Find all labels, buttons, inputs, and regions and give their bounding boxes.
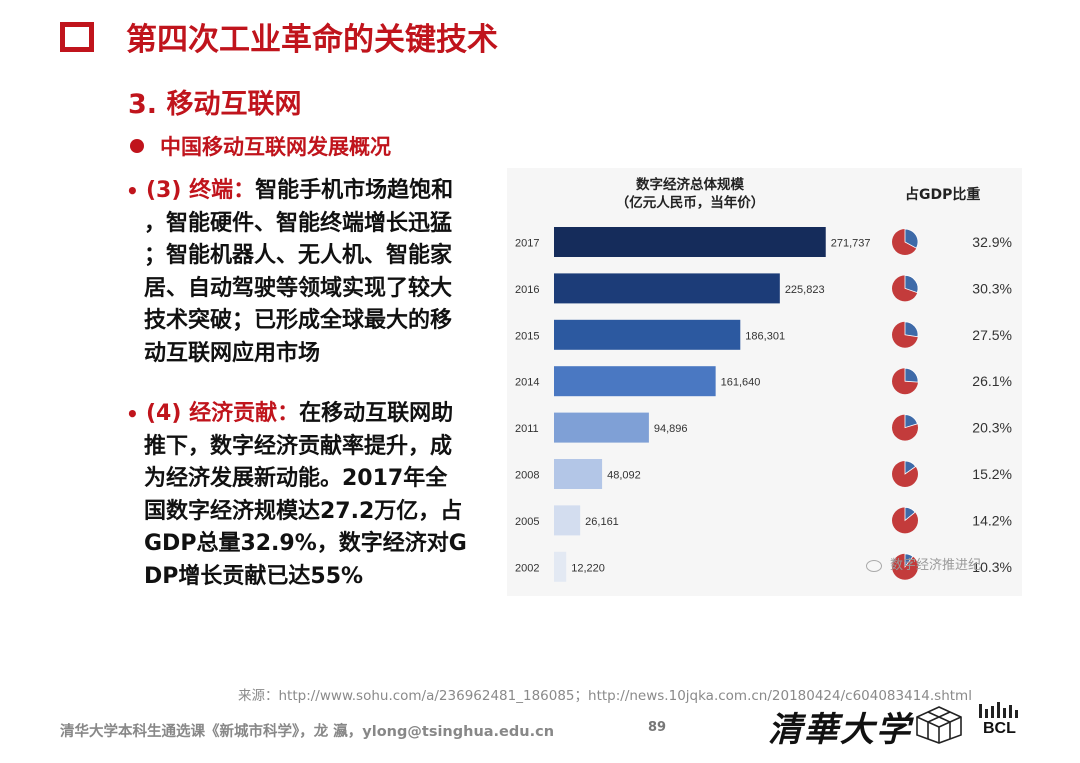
point-marker: • bbox=[126, 179, 139, 203]
gdp-pie-slice bbox=[904, 228, 919, 249]
point-line: (4) 经济贡献：在移动互联网助 bbox=[126, 398, 501, 431]
page-title: 第四次工业革命的关键技术 bbox=[126, 22, 498, 58]
digital-economy-chart: 2017 271,737 32.9% 2016 225,823 30.3% 2015 186,… bbox=[515, 227, 1012, 582]
point-line: DP增长贡献已达55% bbox=[144, 563, 364, 589]
section-subtitle: 3. 移动互联网 bbox=[128, 89, 302, 120]
gdp-share-label: 32.9% bbox=[972, 234, 1012, 250]
point-first-text: 智能手机市场趋饱和 bbox=[255, 178, 454, 203]
point-line: 国数字经济规模达27.2万亿，占 bbox=[144, 498, 463, 524]
point-line: 技术突破；已形成全球最大的移 bbox=[144, 308, 453, 333]
point-terminal: • (3) 终端：智能手机市场趋饱和 ，智能硬件、智能终端增长迅猛 ；智能机器人… bbox=[126, 175, 501, 370]
point-line: 居、自动驾驶等领域实现了较大 bbox=[144, 275, 453, 301]
point-first-text: 在移动互联网助 bbox=[299, 401, 454, 426]
point-line: 为经济发展新动能。2017年全 bbox=[144, 466, 448, 491]
point-label: (4) 经济贡献： bbox=[146, 401, 300, 426]
bar bbox=[554, 366, 716, 397]
gdp-share-label: 15.2% bbox=[972, 466, 1012, 482]
bar bbox=[554, 273, 780, 304]
gdp-share-label: 10.3% bbox=[972, 559, 1012, 575]
bar bbox=[554, 319, 741, 350]
year-label: 2016 bbox=[515, 284, 539, 296]
title-square-icon bbox=[60, 22, 94, 52]
watermark-text: 数字经济推进纪 bbox=[890, 558, 982, 573]
gdp-share-label: 14.2% bbox=[972, 512, 1012, 528]
point-line: 动互联网应用市场 bbox=[144, 340, 321, 366]
point-economy: • (4) 经济贡献：在移动互联网助 推下，数字经济贡献率提升，成 为经济发展新… bbox=[126, 398, 501, 593]
year-label: 2017 bbox=[515, 238, 539, 250]
point-label: (3) 终端： bbox=[146, 178, 256, 203]
year-label: 2015 bbox=[515, 330, 539, 342]
value-label: 186,301 bbox=[745, 330, 785, 342]
gdp-pie-slice bbox=[904, 553, 914, 568]
point-line: ；智能机器人、无人机、智能家 bbox=[144, 243, 453, 268]
point-line: ，智能硬件、智能终端增长迅猛 bbox=[144, 210, 453, 236]
value-label: 225,823 bbox=[785, 284, 825, 296]
year-label: 2011 bbox=[515, 423, 539, 435]
bar bbox=[554, 412, 649, 443]
year-label: 2005 bbox=[515, 516, 539, 528]
chart-title-unit: （亿元人民币，当年价） bbox=[615, 195, 765, 211]
chart-title: 数字经济总体规模 （亿元人民币，当年价） bbox=[580, 176, 800, 212]
source-citation: 来源：http://www.sohu.com/a/236962481_18608… bbox=[238, 688, 972, 704]
gdp-share-label: 27.5% bbox=[972, 327, 1012, 343]
cube-logo-icon bbox=[916, 706, 962, 744]
value-label: 94,896 bbox=[654, 423, 688, 435]
value-label: 161,640 bbox=[721, 377, 761, 389]
gdp-pie-slice bbox=[904, 414, 918, 429]
point-marker: • bbox=[126, 402, 139, 426]
chart-title-main: 数字经济总体规模 bbox=[636, 177, 744, 193]
point-line: 推下，数字经济贡献率提升，成 bbox=[144, 433, 453, 459]
bar bbox=[554, 505, 581, 536]
year-label: 2014 bbox=[515, 377, 539, 389]
bar bbox=[554, 227, 826, 257]
year-label: 2002 bbox=[515, 562, 539, 574]
gdp-share-label: 30.3% bbox=[972, 280, 1012, 296]
value-label: 48,092 bbox=[607, 470, 641, 482]
value-label: 12,220 bbox=[571, 562, 605, 574]
footer-course-info: 清华大学本科生通选课《新城市科学》，龙 瀛，ylong@tsinghua.edu… bbox=[60, 724, 555, 740]
value-label: 26,161 bbox=[585, 516, 619, 528]
year-label: 2008 bbox=[515, 470, 539, 482]
bcl-logo-text: BCL bbox=[983, 720, 1016, 737]
wechat-icon bbox=[866, 559, 882, 572]
bar bbox=[554, 551, 567, 582]
gdp-share-label: 26.1% bbox=[972, 373, 1012, 389]
page-number: 89 bbox=[648, 720, 667, 735]
bullet-dot-icon bbox=[130, 139, 144, 153]
bar bbox=[554, 459, 603, 489]
bullet-heading: 中国移动互联网发展概况 bbox=[160, 135, 391, 159]
gdp-pie-slice bbox=[904, 321, 919, 338]
gdp-pie-slice bbox=[904, 274, 919, 294]
gdp-pie-slice bbox=[904, 506, 916, 522]
gdp-share-title: 占GDP比重 bbox=[905, 187, 981, 203]
value-label: 271,737 bbox=[831, 238, 871, 250]
point-line: GDP总量32.9%，数字经济对G bbox=[144, 531, 467, 556]
gdp-pie-slice bbox=[904, 460, 917, 475]
point-line: (3) 终端：智能手机市场趋饱和 bbox=[126, 175, 501, 208]
tsinghua-logo: 清華大学 bbox=[768, 710, 912, 750]
bcl-logo-icon bbox=[979, 702, 1018, 718]
gdp-pie-slice bbox=[904, 367, 919, 383]
watermark: 数字经济推进纪 bbox=[866, 554, 981, 573]
gdp-share-label: 20.3% bbox=[972, 420, 1012, 436]
